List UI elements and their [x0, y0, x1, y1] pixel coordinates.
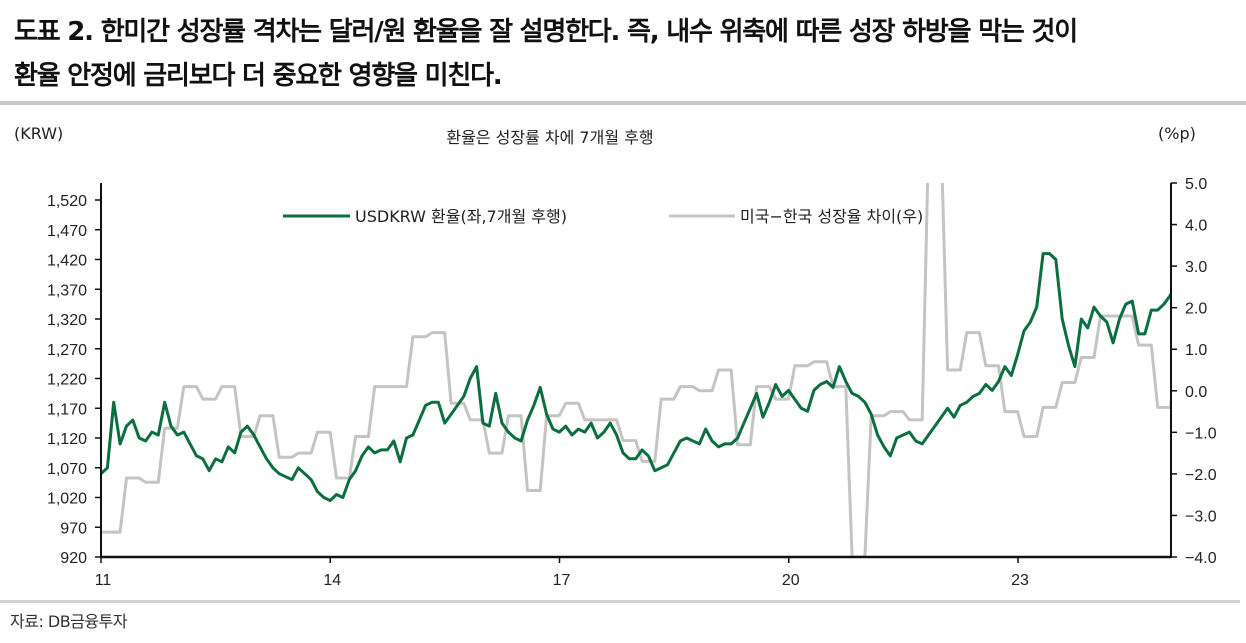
x-tick-label: 14 — [323, 572, 341, 589]
usdkrw-series-line — [101, 252, 1171, 502]
left-tick-label: 1,520 — [47, 193, 87, 210]
left-tick-label: 1,270 — [47, 342, 87, 359]
series-layer — [101, 183, 1171, 557]
left-tick-label: 1,420 — [47, 253, 87, 270]
legend: USDKRW 환율(좌,7개월 후행) 미국−한국 성장율 차이(우) — [283, 207, 923, 226]
x-tick-label: 23 — [1011, 572, 1029, 589]
left-axis-unit: (KRW) — [14, 124, 64, 143]
right-tick-label: 1.0 — [1185, 342, 1207, 359]
left-tick-label: 1,020 — [47, 491, 87, 508]
title-line-1: 도표 2. 한미간 성장률 격차는 달러/원 환율을 잘 설명한다. 즉, 내수… — [14, 17, 1078, 47]
left-tick-label: 1,070 — [47, 461, 87, 478]
right-tick-label: 4.0 — [1185, 218, 1207, 235]
footer-divider — [0, 600, 1240, 603]
left-tick-label: 1,320 — [47, 312, 87, 329]
left-tick-label: 1,120 — [47, 431, 87, 448]
left-tick-label: 920 — [60, 550, 87, 567]
line-chart: 920 970 1,020 1,070 1,120 1,170 1,220 1,270 1,32… — [47, 176, 1217, 589]
title-line-2: 환율 안정에 금리보다 더 중요한 영향을 미친다. — [14, 61, 503, 91]
right-tick-label: 3.0 — [1185, 259, 1207, 276]
right-tick-label: −2.0 — [1185, 467, 1217, 484]
x-tick-label: 20 — [782, 572, 800, 589]
title-divider — [0, 101, 1246, 105]
left-tick-label: 1,170 — [47, 401, 87, 418]
left-tick-label: 970 — [60, 520, 87, 537]
right-tick-label: −3.0 — [1185, 508, 1217, 525]
x-tick-label: 17 — [553, 572, 571, 589]
right-tick-label: −1.0 — [1185, 425, 1217, 442]
right-tick-label: 0.0 — [1185, 384, 1207, 401]
axes-layer: 920 970 1,020 1,070 1,120 1,170 1,220 1,270 1,32… — [47, 176, 1217, 589]
legend-growth-gap-label: 미국−한국 성장율 차이(우) — [740, 207, 923, 226]
chart-subtitle: 환율은 성장률 차에 7개월 후행 — [446, 128, 654, 147]
right-tick-label: 5.0 — [1185, 176, 1207, 193]
left-tick-label: 1,470 — [47, 223, 87, 240]
right-axis-unit: (%p) — [1158, 124, 1196, 143]
growth-gap-series-line — [101, 183, 1171, 557]
legend-usdkrw-label: USDKRW 환율(좌,7개월 후행) — [355, 207, 567, 226]
figure-title: 도표 2. 한미간 성장률 격차는 달러/원 환율을 잘 설명한다. 즉, 내수… — [14, 10, 1239, 98]
right-tick-label: −4.0 — [1185, 550, 1217, 567]
source-note: 자료: DB금융투자 — [10, 612, 128, 631]
left-tick-label: 1,370 — [47, 282, 87, 299]
left-tick-label: 1,220 — [47, 372, 87, 389]
x-tick-label: 11 — [95, 572, 112, 589]
right-tick-label: 2.0 — [1185, 301, 1207, 318]
